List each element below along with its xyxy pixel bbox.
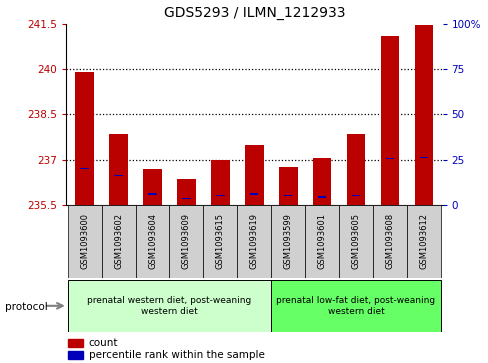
Text: GSM1093608: GSM1093608 — [385, 213, 394, 269]
Text: GSM1093612: GSM1093612 — [419, 213, 427, 269]
Bar — [372, 205, 406, 278]
Bar — [109, 134, 128, 205]
Bar — [284, 195, 292, 196]
Text: prenatal low-fat diet, post-weaning
western diet: prenatal low-fat diet, post-weaning west… — [276, 296, 435, 315]
Bar — [81, 168, 89, 169]
Bar — [67, 280, 271, 332]
Bar — [68, 339, 83, 347]
Title: GDS5293 / ILMN_1212933: GDS5293 / ILMN_1212933 — [163, 6, 345, 20]
Bar — [237, 205, 271, 278]
Bar — [114, 175, 122, 176]
Bar — [271, 205, 305, 278]
Text: GSM1093599: GSM1093599 — [283, 213, 292, 269]
Text: GSM1093600: GSM1093600 — [80, 213, 89, 269]
Bar — [338, 205, 372, 278]
Bar — [102, 205, 135, 278]
Bar — [177, 179, 195, 205]
Bar — [406, 205, 440, 278]
Text: GSM1093605: GSM1093605 — [351, 213, 360, 269]
Text: percentile rank within the sample: percentile rank within the sample — [88, 350, 264, 360]
Text: protocol: protocol — [5, 302, 47, 312]
Text: GSM1093604: GSM1093604 — [148, 213, 157, 269]
Text: count: count — [88, 338, 118, 348]
Bar — [67, 205, 102, 278]
Text: prenatal western diet, post-weaning
western diet: prenatal western diet, post-weaning west… — [87, 296, 251, 315]
Bar — [414, 25, 432, 205]
Text: GSM1093615: GSM1093615 — [215, 213, 224, 269]
Text: GSM1093609: GSM1093609 — [182, 213, 190, 269]
Bar — [312, 158, 331, 205]
Text: GSM1093601: GSM1093601 — [317, 213, 326, 269]
Bar — [75, 72, 94, 205]
Bar — [135, 205, 169, 278]
Bar — [317, 196, 325, 197]
Text: GSM1093602: GSM1093602 — [114, 213, 123, 269]
Bar — [271, 280, 440, 332]
Bar — [216, 195, 224, 196]
Bar — [169, 205, 203, 278]
Text: GSM1093619: GSM1093619 — [249, 213, 258, 269]
Bar — [380, 36, 399, 205]
Bar — [148, 193, 156, 195]
Bar — [203, 205, 237, 278]
Bar — [68, 351, 83, 359]
Bar — [182, 198, 190, 199]
Bar — [211, 160, 229, 205]
Bar — [244, 144, 263, 205]
Bar — [249, 193, 258, 195]
Bar — [385, 158, 393, 159]
Bar — [143, 169, 162, 205]
Bar — [278, 167, 297, 205]
Bar — [351, 195, 360, 196]
Bar — [346, 134, 365, 205]
Bar — [305, 205, 338, 278]
Bar — [419, 157, 427, 158]
